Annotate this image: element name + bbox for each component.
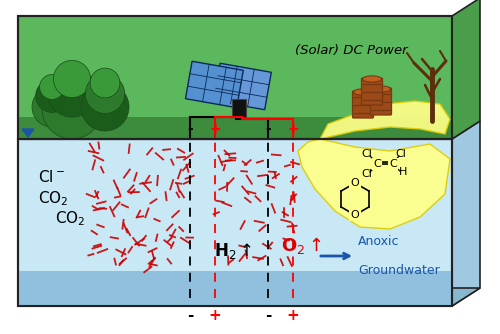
Text: -: - bbox=[265, 308, 271, 323]
Circle shape bbox=[42, 79, 102, 139]
Polygon shape bbox=[452, 0, 480, 139]
Polygon shape bbox=[18, 271, 452, 306]
Polygon shape bbox=[452, 121, 480, 306]
Text: H$_2\uparrow$: H$_2\uparrow$ bbox=[214, 241, 252, 261]
Text: +: + bbox=[209, 122, 221, 136]
Bar bbox=[102, 107, 108, 121]
Text: Anoxic: Anoxic bbox=[358, 235, 400, 248]
Circle shape bbox=[81, 83, 129, 131]
Text: H: H bbox=[399, 167, 407, 177]
Polygon shape bbox=[22, 129, 34, 137]
Bar bbox=[50, 107, 54, 119]
Circle shape bbox=[48, 68, 96, 117]
Circle shape bbox=[32, 87, 72, 127]
Bar bbox=[68, 109, 75, 127]
Text: Cl$^-$: Cl$^-$ bbox=[38, 169, 65, 185]
Polygon shape bbox=[214, 63, 272, 110]
Polygon shape bbox=[18, 288, 480, 306]
Polygon shape bbox=[18, 16, 452, 139]
Polygon shape bbox=[320, 101, 450, 139]
FancyBboxPatch shape bbox=[352, 91, 374, 118]
Polygon shape bbox=[18, 139, 452, 306]
Text: -: - bbox=[187, 308, 193, 323]
Text: Cl: Cl bbox=[396, 149, 406, 159]
FancyBboxPatch shape bbox=[362, 78, 382, 105]
Circle shape bbox=[54, 60, 90, 98]
Text: -: - bbox=[187, 122, 193, 136]
Text: C: C bbox=[373, 159, 381, 169]
Text: O$_2\uparrow$: O$_2\uparrow$ bbox=[280, 235, 322, 257]
Circle shape bbox=[90, 68, 120, 98]
Text: Cl: Cl bbox=[362, 169, 372, 179]
Circle shape bbox=[40, 74, 64, 100]
Circle shape bbox=[36, 79, 68, 113]
FancyBboxPatch shape bbox=[370, 88, 392, 115]
Ellipse shape bbox=[372, 86, 390, 92]
Text: -: - bbox=[265, 122, 271, 136]
Ellipse shape bbox=[362, 76, 382, 82]
Ellipse shape bbox=[354, 89, 372, 95]
Text: (Solar) DC Power: (Solar) DC Power bbox=[295, 44, 408, 57]
Bar bbox=[232, 99, 246, 117]
Polygon shape bbox=[18, 117, 452, 139]
Text: C: C bbox=[389, 159, 397, 169]
Text: O: O bbox=[350, 178, 360, 188]
Polygon shape bbox=[186, 61, 244, 108]
Text: Groundwater: Groundwater bbox=[358, 264, 440, 277]
Text: Cl: Cl bbox=[362, 149, 372, 159]
Text: +: + bbox=[287, 122, 299, 136]
Text: +: + bbox=[286, 308, 300, 323]
Text: +: + bbox=[208, 308, 222, 323]
Text: CO$_2$: CO$_2$ bbox=[38, 190, 68, 208]
Text: CO$_2$: CO$_2$ bbox=[55, 210, 86, 228]
Text: O: O bbox=[350, 210, 360, 220]
Circle shape bbox=[86, 74, 124, 114]
Polygon shape bbox=[298, 139, 450, 229]
